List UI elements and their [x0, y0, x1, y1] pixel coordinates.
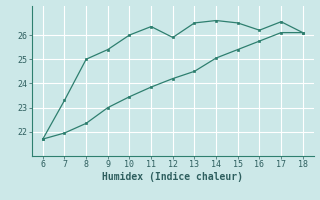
X-axis label: Humidex (Indice chaleur): Humidex (Indice chaleur) — [102, 172, 243, 182]
